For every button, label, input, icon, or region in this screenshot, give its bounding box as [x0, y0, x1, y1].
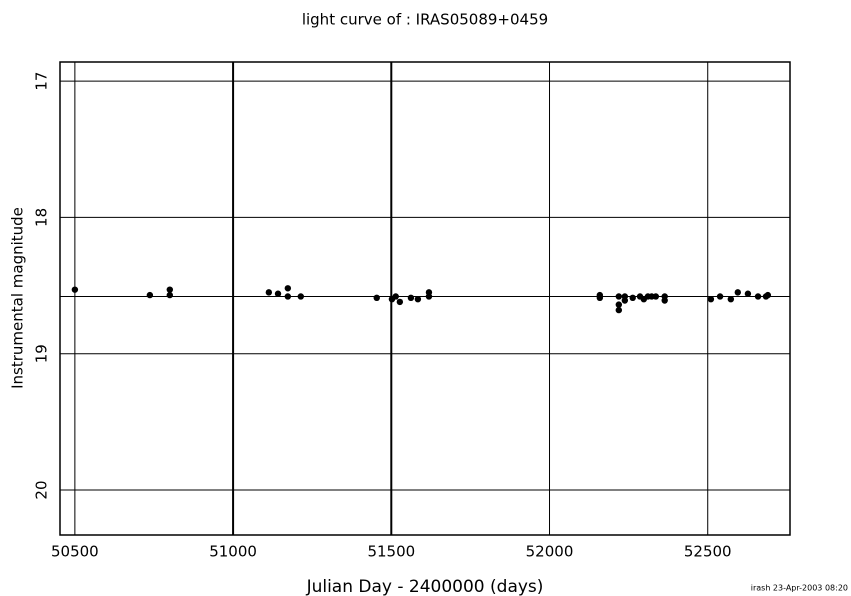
y-tick-label: 18: [33, 208, 51, 227]
data-point: [284, 293, 292, 300]
y-tick-label: 20: [33, 480, 51, 499]
data-point: [596, 294, 604, 302]
data-point: [166, 291, 174, 299]
x-tick-label: 50500: [51, 543, 99, 561]
y-axis-label: Instrumental magnitude: [9, 207, 27, 389]
data-point: [744, 290, 752, 297]
x-tick-label: 51000: [209, 543, 257, 561]
data-point: [284, 285, 292, 292]
data-point: [414, 295, 422, 303]
data-point: [727, 295, 735, 303]
x-tick-label: 51500: [367, 543, 415, 561]
data-point: [265, 289, 273, 296]
chart-title: light curve of : IRAS05089+0459: [302, 11, 548, 29]
data-point: [661, 297, 668, 304]
x-axis-label: Julian Day - 2400000 (days): [306, 577, 544, 596]
data-point: [629, 294, 636, 302]
data-point: [615, 301, 623, 308]
x-tick-label: 52500: [684, 543, 732, 561]
data-point: [707, 295, 715, 303]
data-point: [734, 289, 741, 296]
y-tick-label: 17: [33, 72, 51, 91]
data-point: [396, 298, 404, 306]
data-point: [373, 294, 380, 302]
data-point: [754, 293, 762, 300]
data-point: [407, 294, 415, 302]
data-point: [166, 286, 174, 293]
x-tick-label: 52000: [526, 543, 574, 561]
data-point: [71, 286, 79, 293]
plot-frame: [59, 61, 791, 536]
data-point: [392, 293, 399, 300]
data-point: [425, 293, 433, 300]
data-point: [716, 293, 724, 300]
data-point: [764, 291, 772, 299]
data-point: [615, 293, 623, 300]
data-point: [621, 297, 629, 304]
data-point: [146, 291, 154, 299]
data-point: [274, 290, 282, 297]
data-point: [297, 293, 305, 300]
data-point: [652, 293, 660, 300]
y-tick-label: 19: [33, 344, 51, 363]
data-point: [615, 306, 623, 314]
footnote: irash 23-Apr-2003 08:20: [751, 584, 848, 593]
